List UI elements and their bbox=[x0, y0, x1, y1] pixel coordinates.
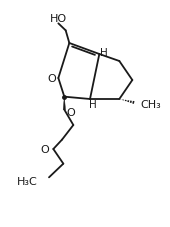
Text: H: H bbox=[89, 100, 97, 109]
Text: O: O bbox=[41, 144, 49, 154]
Text: CH₃: CH₃ bbox=[141, 100, 162, 109]
Text: H: H bbox=[100, 47, 108, 57]
Polygon shape bbox=[63, 97, 65, 110]
Text: O: O bbox=[66, 108, 75, 118]
Text: O: O bbox=[47, 74, 56, 84]
Text: HO: HO bbox=[50, 14, 67, 24]
Text: H₃C: H₃C bbox=[17, 177, 37, 187]
